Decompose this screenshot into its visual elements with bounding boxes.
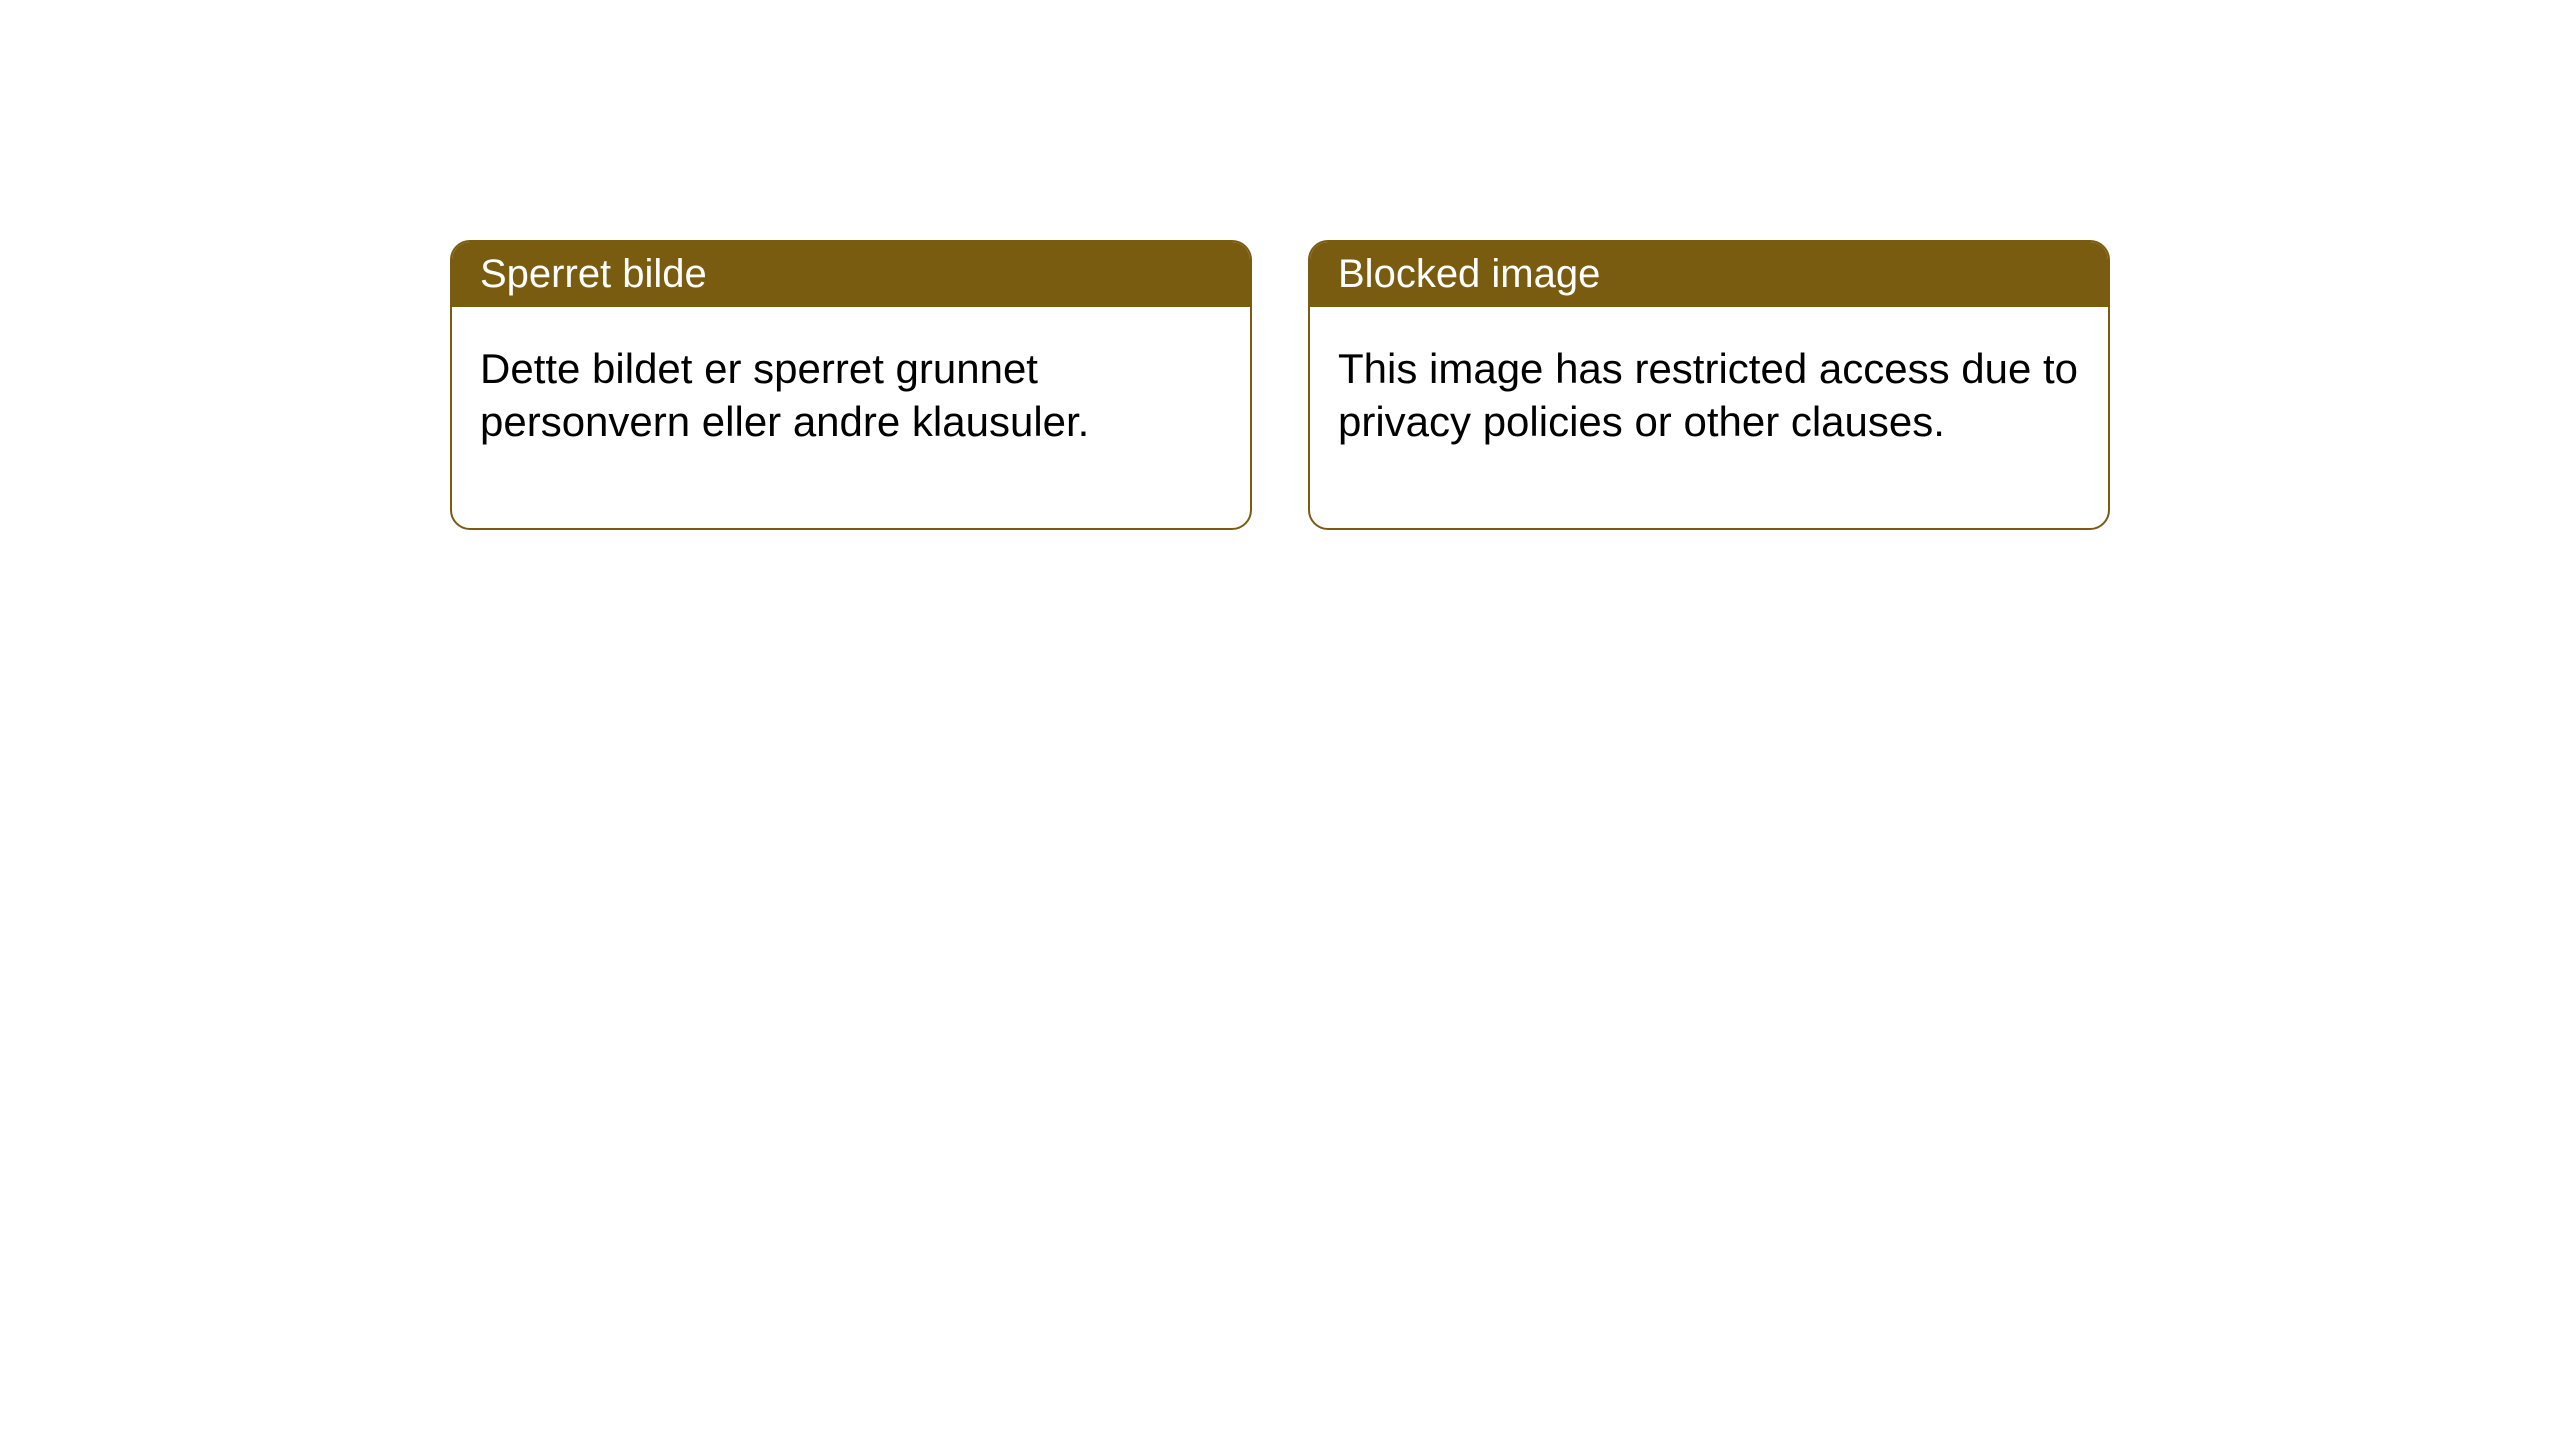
card-body: This image has restricted access due to …: [1310, 307, 2108, 528]
notice-card-english: Blocked image This image has restricted …: [1308, 240, 2110, 530]
card-body: Dette bildet er sperret grunnet personve…: [452, 307, 1250, 528]
card-header: Sperret bilde: [452, 242, 1250, 307]
card-title: Sperret bilde: [480, 252, 707, 296]
card-header: Blocked image: [1310, 242, 2108, 307]
notice-container: Sperret bilde Dette bildet er sperret gr…: [450, 240, 2110, 530]
card-body-text: Dette bildet er sperret grunnet personve…: [480, 345, 1089, 445]
card-title: Blocked image: [1338, 252, 1600, 296]
notice-card-norwegian: Sperret bilde Dette bildet er sperret gr…: [450, 240, 1252, 530]
card-body-text: This image has restricted access due to …: [1338, 345, 2078, 445]
